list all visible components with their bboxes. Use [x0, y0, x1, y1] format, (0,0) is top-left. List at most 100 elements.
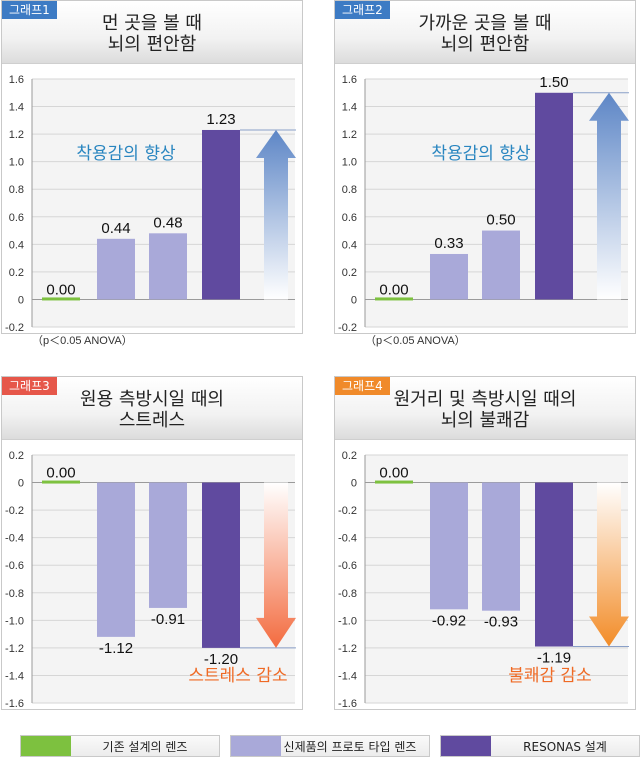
data-label: 0.48: [153, 214, 182, 231]
y-tick-label: -0.6: [338, 560, 357, 572]
bar: [375, 297, 413, 301]
y-tick-label: 1.2: [9, 129, 24, 141]
y-tick-label: 0.2: [342, 267, 357, 279]
bar: [97, 482, 135, 637]
chart-title: 먼 곳을 볼 때 뇌의 편안함: [2, 13, 302, 55]
y-tick-label: 0.2: [9, 267, 24, 279]
chart-tag: 그래프1: [2, 1, 57, 19]
data-label: 0.44: [101, 220, 130, 237]
y-tick-label: 0.4: [9, 239, 24, 251]
annotation-text: 착용감의 향상: [431, 144, 531, 164]
chart-title: 원용 측방시일 때의 스트레스: [2, 389, 302, 431]
y-tick-label: -0.4: [338, 533, 357, 545]
y-tick-label: -1.0: [338, 615, 357, 627]
data-label: 0.00: [46, 281, 75, 298]
legend-item-conventional: 기존 설계의 렌즈: [20, 735, 220, 757]
bar: [149, 482, 187, 608]
y-tick-label: -0.6: [5, 560, 24, 572]
data-label: -0.93: [484, 614, 518, 631]
bar: [482, 482, 520, 611]
legend-swatch: [231, 736, 281, 756]
data-label: 1.23: [206, 111, 235, 128]
y-tick-label: -1.6: [5, 698, 24, 710]
legend-item-resonas: RESONAS 설계: [440, 735, 640, 757]
chart-tag: 그래프2: [335, 1, 390, 19]
y-tick-label: 1.0: [9, 157, 24, 169]
y-tick-label: -1.4: [5, 670, 24, 682]
y-tick-label: -1.0: [5, 615, 24, 627]
data-label: 0.00: [379, 465, 408, 482]
chart-tag: 그래프3: [2, 377, 57, 395]
y-tick-label: 0: [351, 294, 357, 306]
chart-panel-1: 그래프1 먼 곳을 볼 때 뇌의 편안함 -0.2 0 0.2 0.4 0.6 0.8 1.…: [1, 0, 303, 347]
legend-label: RESONAS 설계: [523, 740, 607, 754]
bar: [149, 233, 187, 300]
y-tick-label: 0.6: [9, 212, 24, 224]
data-label: 0.00: [46, 465, 75, 482]
y-tick-label: 1.2: [342, 129, 357, 141]
arrow-down-icon: [589, 482, 629, 647]
bar: [430, 253, 468, 300]
legend-label: 신제품의 프로토 타입 렌즈: [283, 740, 417, 754]
legend-swatch: [21, 736, 71, 756]
data-label: 1.50: [539, 74, 568, 91]
y-tick-label: -0.8: [5, 588, 24, 600]
bar: [375, 480, 413, 484]
y-tick-label: 0: [18, 294, 24, 306]
chart-title-line: 먼 곳을 볼 때: [102, 13, 202, 34]
data-label: 0.33: [434, 235, 463, 252]
legend-label: 기존 설계의 렌즈: [102, 740, 188, 754]
y-tick-label: 1.6: [9, 74, 24, 86]
arrow-up-icon: [589, 92, 629, 300]
y-tick-label: -0.2: [5, 322, 24, 334]
bar: [42, 480, 80, 484]
bar-chart-2: -0.2 0 0.2 0.4 0.6 0.8 1.0 1.2 1.4 1.6 0.00 0.33 0.5…: [338, 74, 629, 347]
data-label: 0.50: [486, 212, 515, 229]
y-tick-label: 0.8: [342, 184, 357, 196]
legend-swatch: [441, 736, 491, 756]
y-tick-label: 0: [351, 478, 357, 490]
chart-panel-2: 그래프2 가까운 곳을 볼 때 뇌의 편안함 -0.2 0 0.2 0.4 0.6 0.8…: [334, 0, 636, 347]
y-tick-label: 0.6: [342, 212, 357, 224]
chart-title-line: 뇌의 불쾌감: [440, 410, 530, 431]
y-tick-label: -0.2: [338, 322, 357, 334]
chart-title: 가까운 곳을 볼 때 뇌의 편안함: [335, 13, 635, 55]
chart-title: 원거리 및 측방시일 때의 뇌의 불쾌감: [335, 389, 635, 431]
annotation-text: 스트레스 감소: [188, 666, 287, 686]
chart-title-line: 뇌의 편안함: [440, 34, 530, 55]
arrow-down-icon: [256, 482, 296, 648]
y-tick-label: -1.2: [5, 643, 24, 655]
bar-chart-3: -1.6 -1.4 -1.2 -1.0 -0.8 -0.6 -0.4 -0.2 0 0.2 0.00…: [5, 450, 296, 710]
bar-chart-1: -0.2 0 0.2 0.4 0.6 0.8 1.0 1.2 1.4 1.6 0.00 0.44 0.4…: [5, 74, 296, 347]
y-tick-label: 1.0: [342, 157, 357, 169]
y-tick-label: 0.2: [9, 450, 24, 462]
bar: [202, 129, 240, 300]
y-tick-label: -1.4: [338, 670, 357, 682]
bar-chart-4: -1.6 -1.4 -1.2 -1.0 -0.8 -0.6 -0.4 -0.2 0 0.2 0.00…: [338, 450, 629, 710]
chart-title-line: 원용 측방시일 때의: [80, 389, 224, 410]
annotation-text: 착용감의 향상: [76, 144, 176, 164]
y-tick-label: 0: [18, 478, 24, 490]
bar: [535, 482, 573, 647]
chart-title-line: 뇌의 편안함: [107, 34, 197, 55]
significance-note: （p＜0.05 ANOVA）: [32, 334, 133, 347]
data-label: 0.00: [379, 281, 408, 298]
chart-panel-4: 그래프4 원거리 및 측방시일 때의 뇌의 불쾌감 -1.6 -1.4 -1.2 -1…: [334, 376, 636, 710]
y-tick-label: -0.2: [5, 505, 24, 517]
chart-title-line: 스트레스: [118, 410, 186, 431]
y-tick-label: -0.4: [5, 533, 24, 545]
bar: [42, 297, 80, 301]
y-tick-label: -0.8: [338, 588, 357, 600]
y-tick-label: -1.6: [338, 698, 357, 710]
data-label: -1.20: [204, 651, 238, 668]
significance-note: （p＜0.05 ANOVA）: [365, 334, 466, 347]
y-tick-label: 0.4: [342, 239, 357, 251]
y-tick-label: 1.4: [342, 102, 357, 114]
y-tick-label: 0.2: [342, 450, 357, 462]
data-label: -1.19: [537, 650, 571, 667]
legend-item-prototype: 신제품의 프로토 타입 렌즈: [230, 735, 430, 757]
bar: [202, 482, 240, 648]
data-label: -0.92: [432, 612, 466, 629]
chart-panel-3: 그래프3 원용 측방시일 때의 스트레스 -1.6 -1.4 -1.2 -1.0 -0.…: [1, 376, 303, 710]
bar: [482, 230, 520, 300]
